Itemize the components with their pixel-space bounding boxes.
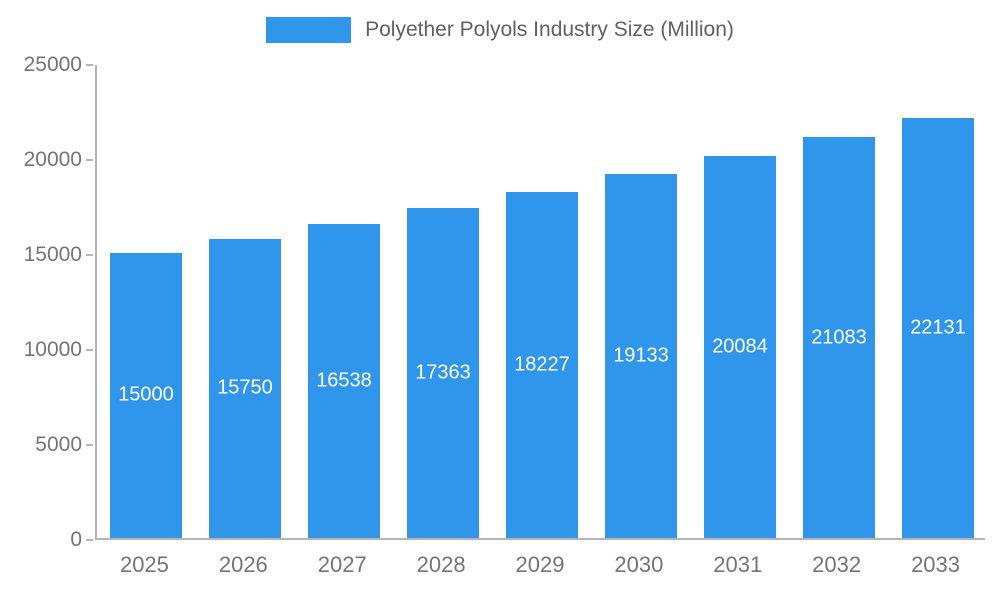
bar-2031: 20084: [704, 156, 776, 538]
y-axis-tick-mark: [86, 444, 93, 446]
y-axis-tick-mark: [86, 539, 93, 541]
x-axis-tick-label: 2028: [416, 552, 466, 577]
bar-value-label: 19133: [613, 344, 669, 367]
x-axis-tick-label: 2030: [614, 552, 664, 577]
bar-value-label: 16538: [316, 369, 372, 392]
x-axis-tick-label: 2026: [218, 552, 268, 577]
bar-2029: 18227: [506, 192, 578, 538]
x-axis-tick-label: 2027: [317, 552, 367, 577]
y-axis-tick-label: 25000: [23, 53, 82, 76]
y-axis-tick-label: 0: [70, 528, 82, 551]
bar-value-label: 22131: [910, 316, 966, 339]
legend-swatch: [266, 17, 352, 43]
bars-group: 15000 15750 16538 17363 18227 19133 20084 21083…: [97, 65, 985, 538]
bar-value-label: 20084: [712, 335, 768, 358]
bar-value-label: 17363: [415, 361, 471, 384]
bar-value-label: 15750: [217, 376, 273, 399]
y-axis-tick-mark: [86, 64, 93, 66]
plot-area: 15000 15750 16538 17363 18227 19133 20084 21083…: [95, 65, 985, 540]
y-axis-tick-mark: [86, 254, 93, 256]
bar-2030: 19133: [605, 174, 677, 538]
bar-value-label: 21083: [811, 326, 867, 349]
x-axis-tick-label: 2025: [119, 552, 169, 577]
y-axis-tick-mark: [86, 159, 93, 161]
bar-2027: 16538: [308, 224, 380, 538]
x-axis-tick-label: 2031: [713, 552, 763, 577]
y-axis-tick-label: 20000: [23, 148, 82, 171]
y-axis-tick-label: 5000: [35, 433, 82, 456]
bar-2026: 15750: [209, 239, 281, 538]
legend-label: Polyether Polyols Industry Size (Million…: [365, 18, 734, 41]
y-axis-tick-label: 15000: [23, 243, 82, 266]
x-axis-tick-label: 2033: [911, 552, 961, 577]
bar-value-label: 15000: [118, 383, 174, 406]
bar-2025: 15000: [110, 253, 182, 538]
chart-legend: Polyether Polyols Industry Size (Million…: [0, 14, 1000, 46]
bar-2028: 17363: [407, 208, 479, 538]
bar-2033: 22131: [902, 118, 974, 538]
bar-2032: 21083: [803, 137, 875, 538]
bar-value-label: 18227: [514, 353, 570, 376]
y-axis-tick-mark: [86, 349, 93, 351]
y-axis-tick-label: 10000: [23, 338, 82, 361]
x-axis-tick-label: 2032: [812, 552, 862, 577]
x-axis-tick-label: 2029: [515, 552, 565, 577]
